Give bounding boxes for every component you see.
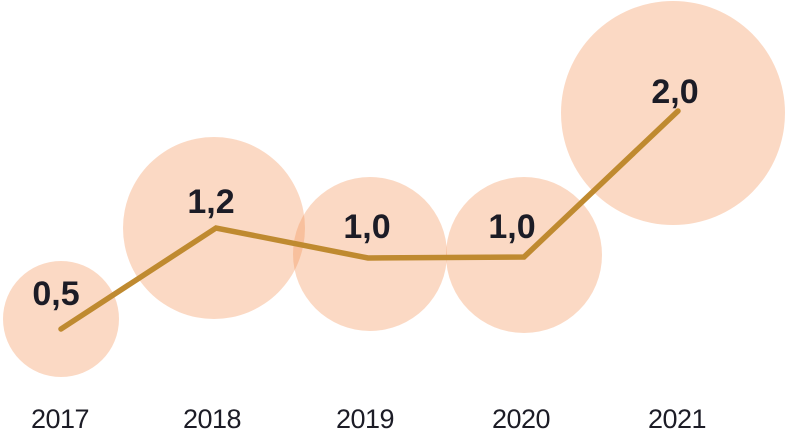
value-label-2019: 1,0	[343, 208, 390, 246]
year-label-2021: 2021	[648, 404, 706, 432]
value-label-2018: 1,2	[187, 183, 234, 221]
trend-line	[58, 108, 681, 332]
year-label-2017: 2017	[31, 404, 89, 432]
value-label-2017: 0,5	[32, 275, 79, 313]
year-label-2018: 2018	[183, 404, 241, 432]
value-label-2021: 2,0	[651, 73, 698, 111]
bubble-2017	[3, 261, 119, 377]
bubble-2019	[293, 177, 447, 331]
value-label-2020: 1,0	[488, 208, 535, 246]
year-label-2020: 2020	[492, 404, 550, 432]
year-label-2019: 2019	[336, 404, 394, 432]
